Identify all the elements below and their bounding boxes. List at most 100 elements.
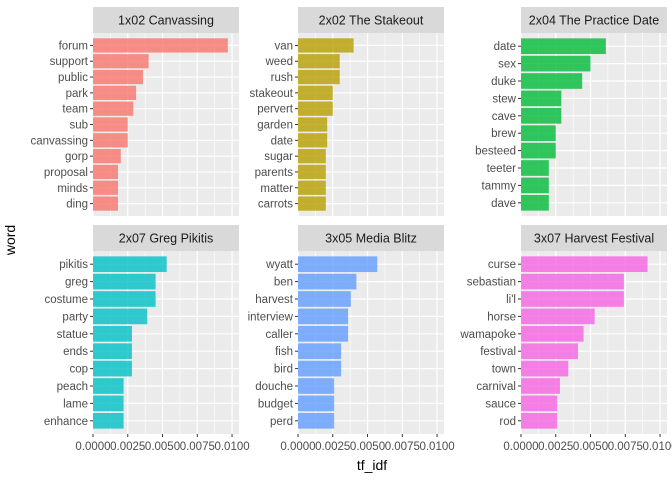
facet-strip bbox=[93, 7, 239, 33]
bar-rush bbox=[298, 69, 340, 85]
y-tick-label: douche bbox=[255, 381, 293, 393]
bar-curse bbox=[521, 256, 648, 273]
x-tick-label: 0.0025 bbox=[110, 441, 145, 453]
bar-sub bbox=[93, 117, 128, 132]
bar-proposal bbox=[93, 164, 119, 180]
bar-li-l bbox=[521, 291, 624, 307]
bar-sex bbox=[521, 55, 591, 72]
bar-town bbox=[521, 360, 569, 377]
bar-harvest bbox=[298, 291, 351, 307]
y-tick-label: stew bbox=[492, 93, 516, 105]
bar-gorp bbox=[93, 149, 121, 164]
bar-sebastian bbox=[521, 273, 624, 290]
bar-duke bbox=[521, 73, 583, 89]
bar-forum bbox=[93, 38, 228, 53]
y-tick-label: duke bbox=[491, 76, 516, 88]
y-tick-label: carnival bbox=[476, 381, 516, 393]
y-tick-label: greg bbox=[65, 277, 88, 289]
bar-party bbox=[93, 308, 148, 325]
y-axis-title: word bbox=[2, 225, 18, 256]
y-tick-label: sub bbox=[69, 120, 88, 132]
y-tick-label: peach bbox=[57, 381, 88, 393]
y-tick-label: enhance bbox=[44, 416, 88, 428]
x-tick-label: 0.0000 bbox=[75, 441, 110, 453]
bar-date bbox=[521, 38, 606, 55]
y-tick-label: weed bbox=[265, 56, 294, 68]
bar-interview bbox=[298, 308, 349, 325]
y-tick-label: forum bbox=[59, 40, 88, 52]
y-tick-label: van bbox=[274, 40, 293, 52]
y-tick-label: ends bbox=[63, 346, 88, 358]
y-tick-label: support bbox=[50, 56, 89, 68]
y-tick-label: ding bbox=[66, 199, 88, 211]
bar-garden bbox=[298, 117, 328, 132]
y-tick-label: brew bbox=[491, 128, 517, 140]
y-tick-label: lame bbox=[63, 398, 88, 410]
x-tick-label: 0.0000 bbox=[280, 441, 315, 453]
y-tick-label: carrots bbox=[258, 199, 293, 211]
y-tick-label: interview bbox=[248, 311, 294, 323]
bar-minds bbox=[93, 180, 119, 195]
y-tick-label: festival bbox=[480, 346, 516, 358]
facet-title: 2x04 The Practice Date bbox=[529, 14, 659, 28]
x-tick-label: 0.0025 bbox=[315, 441, 350, 453]
y-tick-label: team bbox=[62, 104, 88, 116]
y-tick-label: fish bbox=[275, 346, 293, 358]
bar-tammy bbox=[521, 177, 549, 194]
y-tick-label: wyatt bbox=[265, 259, 294, 271]
bar-besteed bbox=[521, 142, 556, 159]
y-tick-label: public bbox=[58, 72, 88, 84]
bar-stakeout bbox=[298, 85, 333, 100]
y-tick-label: gorp bbox=[65, 151, 88, 163]
bar-dave bbox=[521, 194, 549, 211]
facet-title: 3x05 Media Blitz bbox=[325, 232, 417, 246]
y-tick-label: town bbox=[492, 364, 516, 376]
bar-wyatt bbox=[298, 256, 378, 273]
y-tick-label: horse bbox=[487, 311, 516, 323]
bar-parents bbox=[298, 164, 326, 180]
bar-ends bbox=[93, 343, 132, 360]
y-tick-label: sauce bbox=[485, 398, 516, 410]
bar-greg bbox=[93, 273, 156, 290]
facet-strip bbox=[521, 7, 667, 33]
bar-statue bbox=[93, 325, 132, 342]
bar-douche bbox=[298, 378, 335, 394]
bar-carnival bbox=[521, 378, 560, 394]
y-tick-label: proposal bbox=[44, 167, 88, 179]
x-tick-label: 0.0050 bbox=[350, 441, 385, 453]
y-tick-label: dave bbox=[491, 198, 516, 210]
bar-carrots bbox=[298, 196, 326, 211]
y-tick-label: budget bbox=[258, 398, 294, 410]
bar-pervert bbox=[298, 101, 333, 116]
bar-cave bbox=[521, 107, 562, 124]
y-tick-label: teeter bbox=[487, 163, 517, 175]
y-tick-label: cop bbox=[69, 364, 88, 376]
bar-park bbox=[93, 85, 137, 100]
y-tick-label: tammy bbox=[482, 180, 517, 192]
bar-festival bbox=[521, 343, 579, 360]
x-axis-title: tf_idf bbox=[357, 457, 387, 473]
facet-strip bbox=[93, 225, 239, 251]
bar-team bbox=[93, 101, 134, 116]
bar-caller bbox=[298, 325, 349, 342]
y-tick-label: parents bbox=[255, 167, 294, 179]
bar-sugar bbox=[298, 149, 326, 164]
bar-fish bbox=[298, 343, 342, 360]
y-tick-label: ben bbox=[274, 277, 293, 289]
y-tick-label: costume bbox=[45, 294, 88, 306]
y-tick-label: pervert bbox=[257, 104, 294, 116]
bar-peach bbox=[93, 378, 124, 394]
facet-title: 1x02 Canvassing bbox=[118, 14, 214, 28]
bar-budget bbox=[298, 395, 335, 412]
bar-public bbox=[93, 69, 144, 85]
bar-horse bbox=[521, 308, 595, 325]
x-tick-label: 0.0000 bbox=[503, 441, 538, 453]
y-tick-label: harvest bbox=[255, 294, 294, 306]
y-tick-label: pikitis bbox=[59, 259, 88, 271]
bar-wamapoke bbox=[521, 325, 584, 342]
bar-matter bbox=[298, 180, 326, 195]
y-tick-label: minds bbox=[57, 183, 88, 195]
bar-ding bbox=[93, 196, 119, 211]
